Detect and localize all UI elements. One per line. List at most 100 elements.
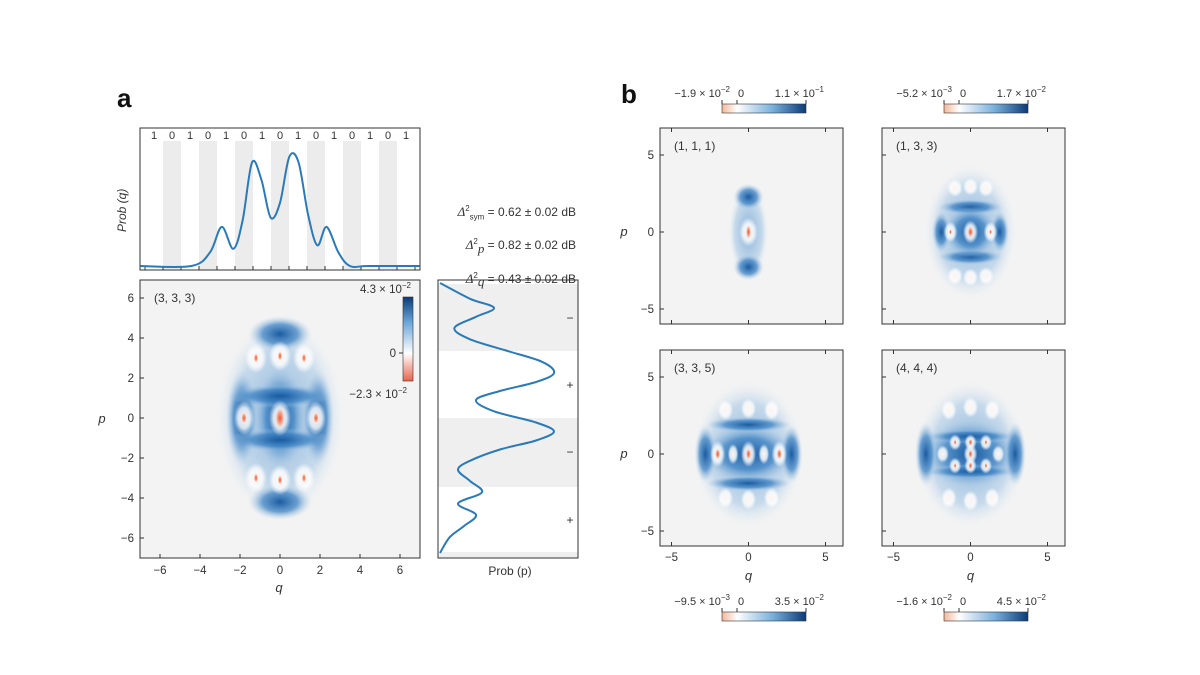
subplot-frame (659, 349, 844, 547)
subplot-ytick-label: −5 (641, 526, 654, 538)
wigner-positive-lobe (932, 211, 951, 253)
x-tick-label: 6 (397, 565, 403, 577)
cbar-max-label: 1.7 × 10−2 (997, 85, 1047, 100)
bit-label: 0 (349, 130, 355, 142)
cbar-min-label: −1.6 × 10−2 (896, 593, 952, 608)
wigner-negative-lobe (967, 226, 974, 238)
y-tick-label: 4 (128, 333, 135, 345)
subplot-frame (881, 127, 1066, 325)
cbar-max-label: 4.5 × 10−2 (997, 593, 1047, 608)
bit-stripe (379, 141, 397, 270)
parity-sign: − (566, 311, 573, 325)
wigner-main-heatmap (216, 316, 344, 520)
delta-p: Δ2p = 0.82 ± 0.02 dB (465, 237, 576, 256)
cbar-zero-label: 0 (738, 88, 744, 100)
wigner-negative-lobe (745, 448, 752, 460)
cbar-min-label: −1.9 × 10−2 (674, 85, 730, 100)
y-tick-label: 6 (128, 293, 134, 305)
bit-label: 1 (151, 130, 157, 142)
main-x-ticks: −6 −4 −2 0 2 4 6 (153, 554, 403, 577)
wigner-negative-lobe (277, 475, 283, 485)
wigner-node (936, 445, 949, 463)
wigner-negative-lobe (714, 448, 721, 460)
bit-stripe (307, 141, 325, 270)
subplot-xtick-label: −5 (665, 552, 678, 564)
wigner-node (984, 487, 1000, 509)
bit-stripe (343, 141, 361, 270)
wigner-negative-lobe (968, 449, 973, 459)
prob-p-band-3 (438, 552, 578, 558)
bit-label: 0 (169, 130, 175, 142)
subplot-xlabel: q (967, 568, 975, 583)
subplot-colorbar (721, 611, 807, 622)
wigner-positive-lobe (780, 424, 803, 484)
panel-b-grid: (1, 1, 1) 5 0 −5 p −1.9 × 10−2 0 1.1 × 10−1 (1, … (619, 85, 1066, 622)
x-tick-label: 4 (357, 565, 364, 577)
wigner-main-plot: (3, 3, 3) −6 −4 −2 0 2 4 6 6 4 2 0 −2 −4 −6 q p 4.3 … (97, 279, 421, 595)
subplot-state-label: (4, 4, 4) (896, 361, 937, 375)
x-tick-label: 0 (277, 565, 283, 577)
bit-stripe (199, 141, 217, 270)
cbar-max-label: 3.5 × 10−2 (775, 593, 825, 608)
subplot-xlabel: q (745, 568, 753, 583)
subplot-colorbar (943, 103, 1029, 114)
subplot-xtick-label: −5 (887, 552, 900, 564)
cbar-zero-label: 0 (960, 596, 966, 608)
main-cbar-zero: 0 (390, 348, 396, 360)
wigner-positive-lobe (915, 421, 937, 487)
prob-p-band-2 (438, 418, 578, 487)
bit-label: 0 (241, 130, 247, 142)
wigner-positive-lobe (733, 253, 764, 281)
bit-label: 1 (223, 130, 229, 142)
subplot-ytick-label: 5 (648, 372, 654, 384)
delta-q: Δ2q = 0.43 ± 0.02 dB (465, 270, 576, 290)
bit-label: 0 (385, 130, 391, 142)
x-tick-label: 2 (317, 565, 323, 577)
subplot-ytick-label: 0 (648, 449, 654, 461)
wigner-negative-lobe (953, 462, 957, 469)
wigner-positive-lobe (990, 211, 1009, 253)
wigner-negative-lobe (776, 448, 783, 460)
bit-stripe (235, 141, 253, 270)
wigner-node (758, 443, 770, 465)
subplot-xtick-label: 0 (745, 552, 751, 564)
bit-label: 1 (367, 130, 373, 142)
prob-p-signs: − + − + (566, 311, 573, 527)
wigner-negative-lobe (301, 473, 307, 483)
subplot-xtick-label: 5 (1044, 552, 1050, 564)
subplot-ylabel: p (619, 446, 627, 461)
main-cbar-min: −2.3 × 10−2 (349, 386, 407, 401)
prob-q-ylabel: Prob (q) (115, 189, 129, 232)
wigner-node (962, 396, 979, 418)
x-tick-label: −2 (233, 565, 246, 577)
prob-p-xlabel: Prob (p) (488, 564, 531, 578)
wigner-node (727, 443, 739, 465)
wigner-node (763, 487, 780, 509)
wigner-node (984, 399, 1000, 421)
cbar-zero-label: 0 (960, 88, 966, 100)
bit-stripe (163, 141, 181, 270)
wigner-node (740, 398, 757, 419)
subplot-ytick-label: 5 (648, 150, 654, 162)
prob-p-curve (439, 282, 556, 554)
wigner-negative-lobe (241, 412, 247, 424)
wigner-node (941, 487, 957, 509)
wigner-negative-lobe (988, 229, 993, 235)
subplot-state-label: (1, 3, 3) (896, 139, 937, 153)
bit-label: 1 (259, 130, 265, 142)
wigner-positive-lobe (694, 424, 717, 484)
wigner-positive-lobe (1004, 421, 1026, 487)
wigner-negative-lobe (253, 473, 259, 483)
subplot-state-label: (1, 1, 1) (674, 139, 715, 153)
wigner-node (740, 489, 757, 510)
bit-label: 1 (331, 130, 337, 142)
wigner-negative-lobe (948, 229, 953, 235)
x-tick-label: −6 (153, 565, 166, 577)
main-state-label: (3, 3, 3) (154, 291, 195, 305)
cbar-max-label: 1.1 × 10−1 (775, 85, 825, 100)
y-tick-label: −2 (121, 453, 134, 465)
bit-label: 0 (205, 130, 211, 142)
wigner-positive-lobe (228, 428, 332, 452)
wigner-positive-lobe (705, 475, 792, 492)
